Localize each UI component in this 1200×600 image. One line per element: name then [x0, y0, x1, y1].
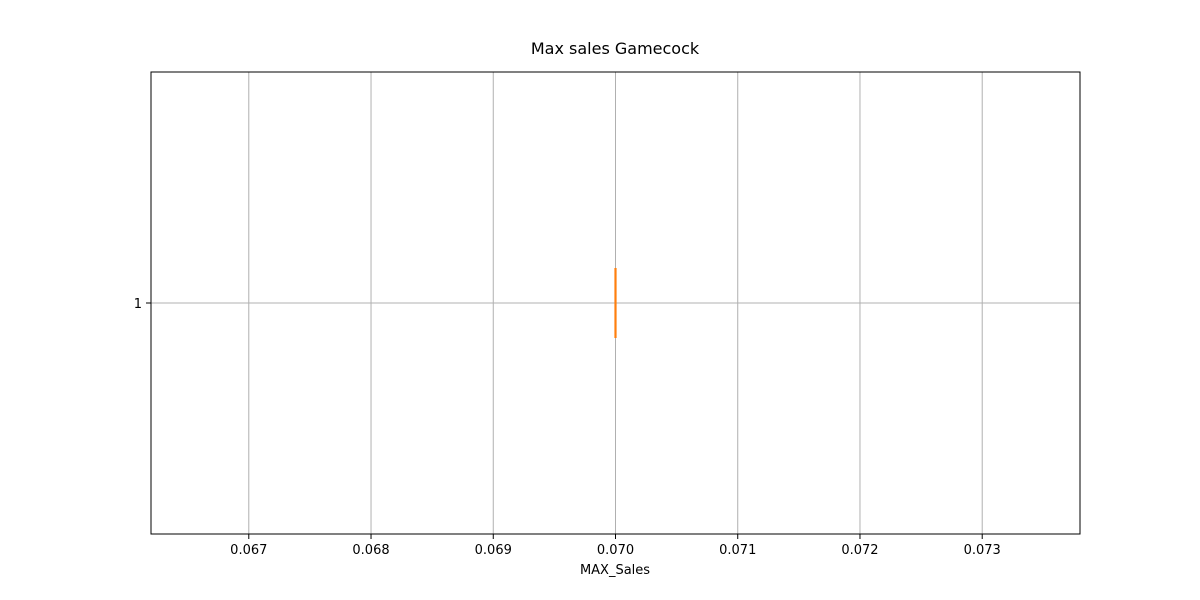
- y-axis: 1: [134, 297, 151, 312]
- x-axis-label: MAX_Sales: [580, 563, 650, 578]
- x-tick-label: 0.072: [841, 543, 878, 558]
- x-tick-label: 0.071: [719, 543, 756, 558]
- chart-title: Max sales Gamecock: [531, 39, 700, 58]
- y-tick-label: 1: [134, 297, 142, 312]
- x-tick-label: 0.070: [597, 543, 634, 558]
- x-tick-label: 0.069: [475, 543, 512, 558]
- x-tick-label: 0.068: [352, 543, 389, 558]
- x-tick-label: 0.073: [964, 543, 1001, 558]
- x-tick-label: 0.067: [230, 543, 267, 558]
- boxes: [615, 268, 616, 338]
- x-axis: 0.067 0.068 0.069 0.070 0.071 0.072 0.073: [230, 534, 1001, 558]
